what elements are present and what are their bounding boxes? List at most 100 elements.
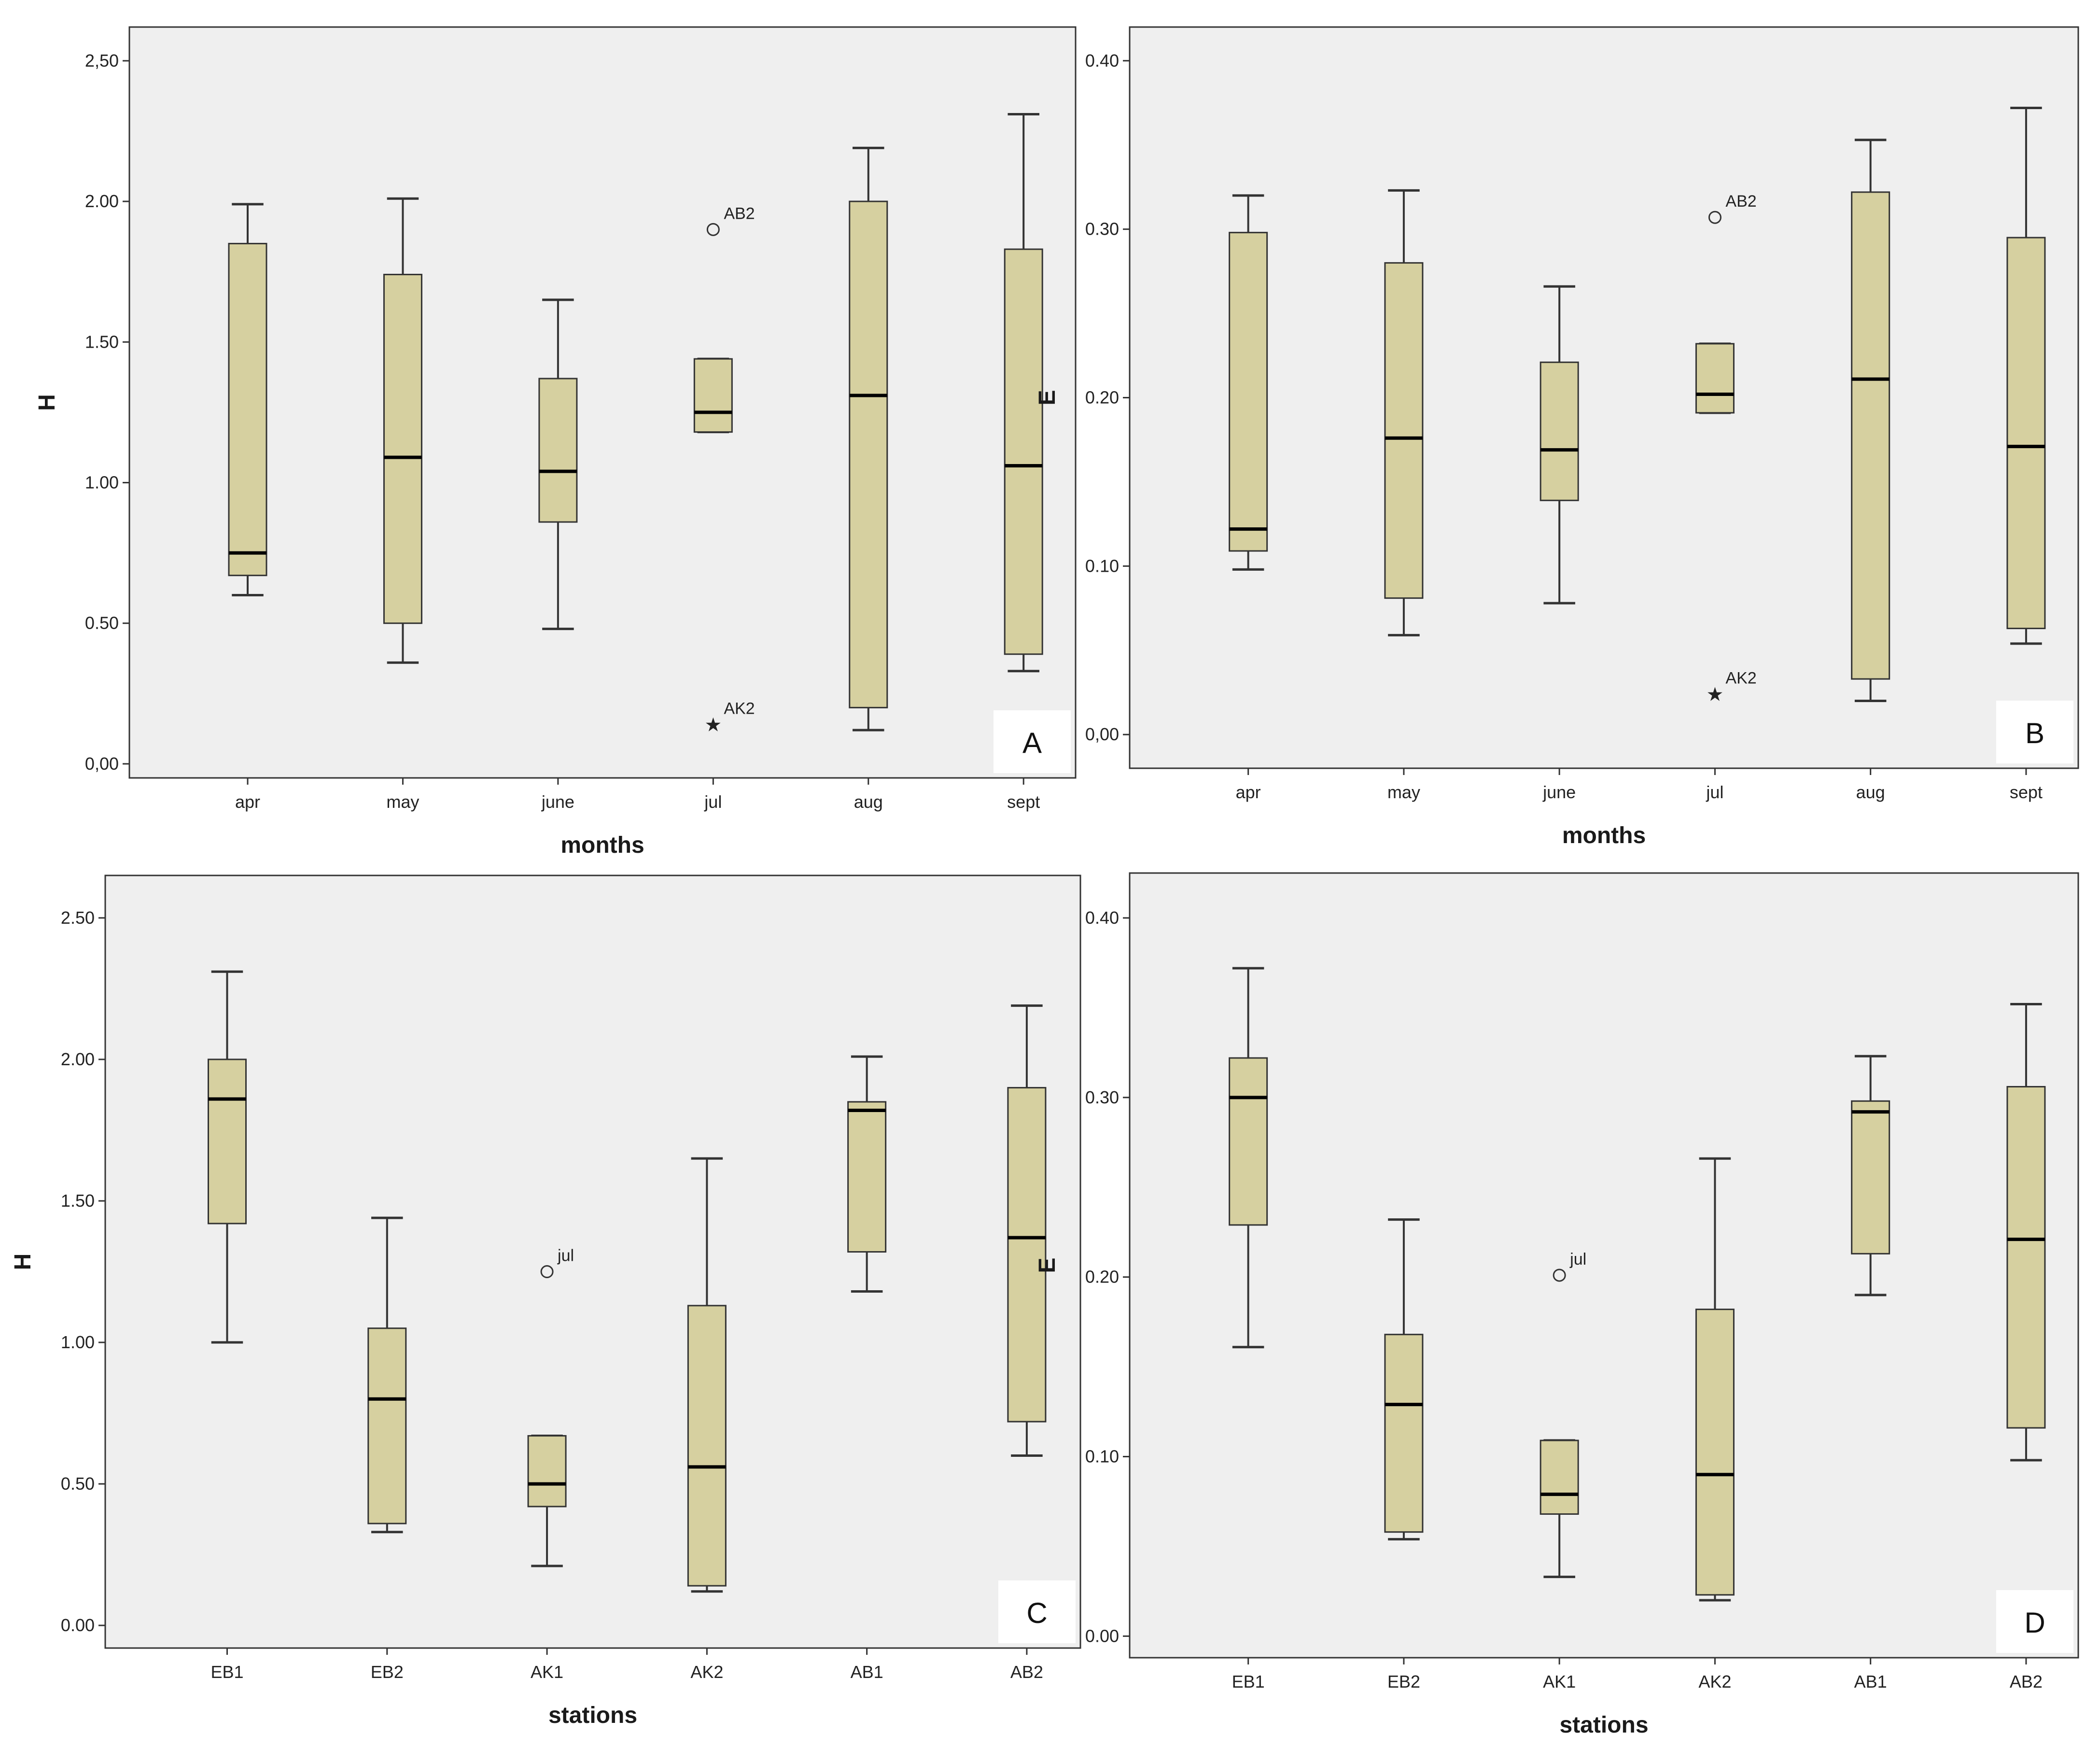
y-tick-label: 0.10 [1085,1447,1119,1466]
y-tick-label: 0,00 [85,754,119,774]
outlier-point: AB2 [706,204,755,236]
outlier-circle-icon [1553,1269,1566,1282]
outlier-circle-icon [1708,211,1722,224]
x-tick-label: EB2 [371,1662,404,1682]
y-tick-label: 0.20 [1085,388,1119,408]
panel-letter-bg [994,710,1071,773]
box-ak2 [687,1157,727,1593]
iqr-box [1540,361,1579,501]
box-ab1 [1851,1055,1890,1297]
box-aug [849,146,888,732]
box-ak1 [1540,1439,1579,1579]
chart-panel-d: 0.00 0.10 0.20 0.30 0.40 EB1 EB2 AK1 AK2 AB1 AB2 st… [1035,872,2079,1738]
outlier-point: AB2 [1708,192,1757,224]
x-tick-label: sept [2010,782,2043,802]
box-ab2 [1007,1004,1047,1457]
chart-panel-c: 0.00 0.50 1.00 1.50 2.00 2.50 EB1 EB2 AK1 AK2 AB1 A… [10,874,1081,1728]
iqr-box [1695,343,1735,414]
y-tick-label: 0.50 [85,613,119,633]
box-ab2 [2006,1002,2046,1462]
iqr-box [847,1101,887,1253]
box-sept [1004,113,1043,673]
outlier-label: AK2 [724,699,755,718]
y-axis-title: E [1035,390,1060,405]
outlier-star-icon: ★ [1706,684,1723,705]
iqr-box [2006,1086,2046,1429]
outlier-label: jul [1569,1250,1586,1269]
chart-panel-b: 0,00 0.10 0.20 0.30 0.40 apr may june jul aug sept… [1035,26,2079,848]
iqr-box [1384,1334,1424,1533]
y-tick-label: 0.00 [1085,1626,1119,1646]
y-tick-label: 2,50 [85,51,119,70]
x-tick-label: june [1542,782,1576,802]
x-tick-label: apr [235,792,260,812]
iqr-box [527,1435,567,1508]
box-jul [1695,342,1735,414]
y-tick-label: 0.50 [61,1474,95,1494]
x-axis-title: stations [548,1703,637,1728]
plot-area [104,874,1081,1649]
box-may [1384,189,1424,636]
x-tick-label: AB2 [2010,1672,2043,1692]
y-tick-label: 0.30 [1085,1087,1119,1107]
panel-letter-bg [998,1580,1076,1643]
x-tick-label: apr [1236,782,1261,802]
outlier-label: jul [557,1247,574,1265]
iqr-box [367,1327,407,1524]
y-tick-label: 1.00 [85,472,119,492]
panel-letter: D [2024,1607,2045,1639]
iqr-box [228,242,267,577]
iqr-box [1229,232,1268,552]
x-tick-label: AB2 [1010,1662,1043,1682]
iqr-box [693,358,733,433]
iqr-box [1004,248,1043,655]
x-tick-label: aug [1856,782,1885,802]
y-axis-title: H [34,394,60,411]
x-tick-label: EB1 [210,1662,243,1682]
y-tick-label: 1.00 [61,1332,95,1352]
iqr-box [2006,237,2046,629]
box-june [538,298,578,630]
x-tick-label: may [386,792,419,812]
panel-letter: B [2025,717,2044,749]
panel-letter: A [1022,727,1042,759]
iqr-box [383,274,422,624]
y-tick-label: 0.20 [1085,1267,1119,1287]
x-tick-label: jul [1706,782,1723,802]
box-ak1 [527,1434,567,1567]
x-tick-label: EB1 [1232,1672,1265,1692]
box-apr [228,203,267,596]
iqr-box [1007,1087,1047,1423]
outlier-star-icon: ★ [704,714,722,735]
y-tick-label: 0.10 [1085,556,1119,576]
y-tick-label: 2.00 [85,191,119,211]
plot-area [1129,26,2079,769]
y-tick-label: 0.40 [1085,908,1119,928]
outlier-label: AB2 [724,204,755,223]
y-tick-label: 0,00 [1085,724,1119,744]
y-tick-label: 1.50 [61,1191,95,1211]
outlier-label: AK2 [1725,669,1756,688]
box-eb1 [1229,967,1268,1349]
x-axis-title: stations [1559,1712,1648,1738]
outlier-point: jul [1553,1250,1586,1282]
box-apr [1229,194,1268,571]
x-tick-label: AB1 [1854,1672,1887,1692]
x-tick-label: AK2 [1698,1672,1731,1692]
x-tick-label: AK2 [690,1662,723,1682]
box-sept [2006,106,2046,645]
iqr-box [1695,1309,1735,1596]
panel-letter-bg [1996,701,2073,763]
x-tick-label: june [541,792,574,812]
outlier-circle-icon [706,223,720,236]
y-tick-label: 1.50 [85,332,119,352]
y-tick-label: 2.00 [61,1049,95,1069]
outlier-label: AB2 [1725,192,1756,211]
x-tick-label: sept [1007,792,1040,812]
x-tick-label: aug [854,792,883,812]
y-tick-label: 0.00 [61,1615,95,1635]
y-axis-title: H [10,1254,36,1270]
x-tick-label: may [1387,782,1420,802]
box-eb2 [367,1216,407,1534]
box-ab1 [847,1055,887,1293]
